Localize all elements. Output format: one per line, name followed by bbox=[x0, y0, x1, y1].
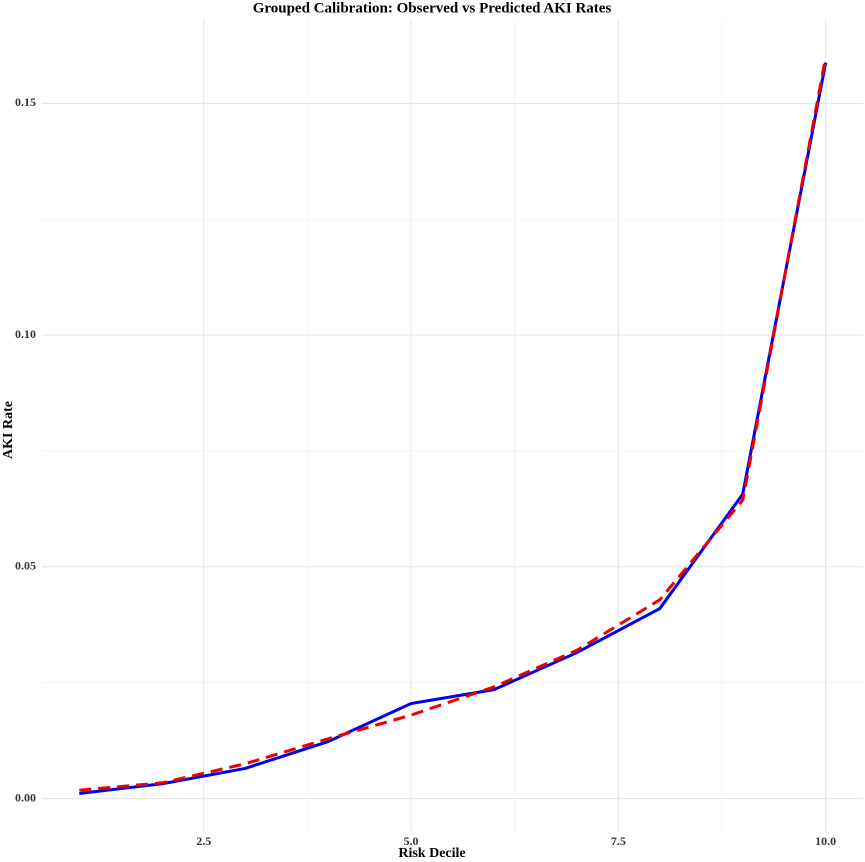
x-tick-label: 10.0 bbox=[815, 834, 836, 848]
series-line bbox=[79, 56, 828, 792]
x-tick-label: 7.5 bbox=[611, 834, 626, 848]
x-axis-title: Risk Decile bbox=[398, 846, 465, 861]
series-line bbox=[79, 62, 828, 795]
y-tick-label: 0.15 bbox=[15, 95, 36, 109]
y-axis-title: AKI Rate bbox=[1, 401, 16, 459]
x-tick-label: 2.5 bbox=[196, 834, 211, 848]
chart-title: Grouped Calibration: Observed vs Predict… bbox=[253, 0, 612, 16]
x-tick-label: 5.0 bbox=[404, 834, 419, 848]
y-tick-label: 0.00 bbox=[15, 790, 36, 804]
y-tick-label: 0.10 bbox=[15, 327, 36, 341]
y-tick-label: 0.05 bbox=[15, 559, 36, 573]
